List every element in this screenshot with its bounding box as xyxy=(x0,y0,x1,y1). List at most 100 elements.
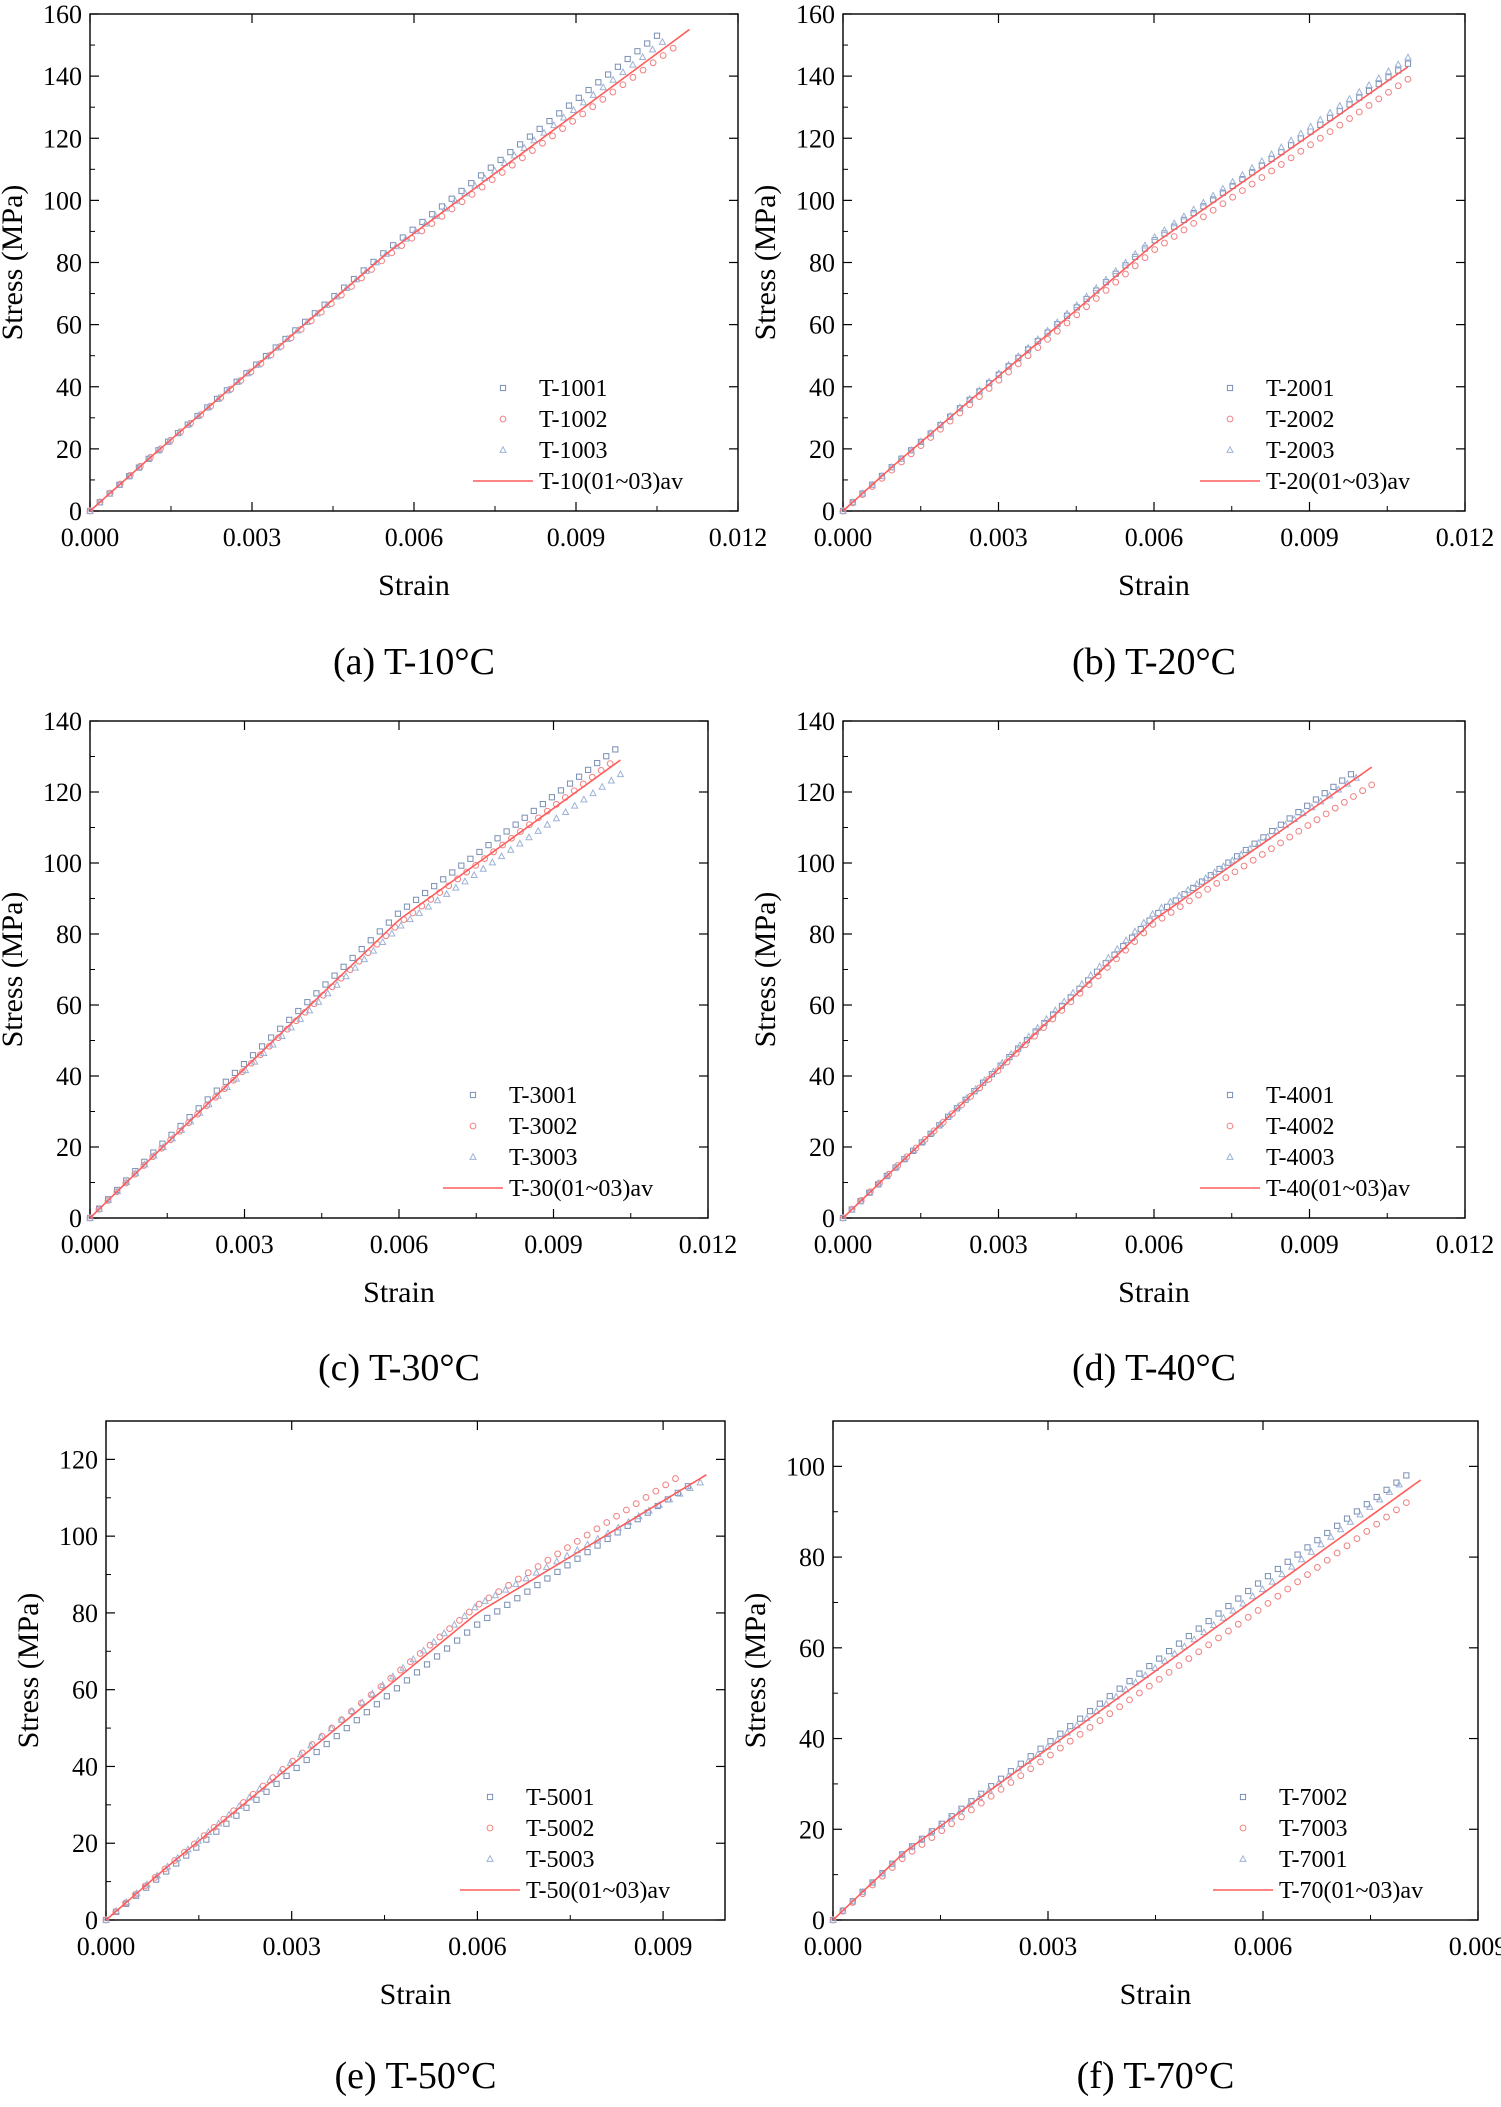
data-point-circle xyxy=(481,855,488,862)
y-tick-label: 60 xyxy=(809,991,835,1020)
legend-label: T-7002 xyxy=(1279,1785,1347,1811)
plot-frame xyxy=(105,1420,726,1921)
data-point-square xyxy=(1286,815,1293,822)
data-point-circle xyxy=(1333,1549,1341,1557)
data-point-triangle xyxy=(479,864,488,872)
data-point-triangle xyxy=(406,914,414,923)
data-point-square xyxy=(1190,884,1197,892)
data-point-circle xyxy=(1226,1122,1234,1130)
data-point-circle xyxy=(975,393,983,400)
data-point-circle xyxy=(1096,1717,1104,1724)
data-point-circle xyxy=(1066,1737,1074,1745)
data-point-triangle xyxy=(696,1478,705,1486)
data-point-triangle xyxy=(433,896,442,904)
data-point-circle xyxy=(1343,1542,1351,1550)
data-point-triangle xyxy=(399,1663,407,1671)
plot-frame xyxy=(89,13,739,512)
x-axis-title: Strain xyxy=(363,1276,435,1309)
data-point-square xyxy=(253,1796,260,1803)
data-point-circle xyxy=(524,1569,532,1577)
data-point-triangle xyxy=(1267,149,1276,158)
y-tick-label: 40 xyxy=(799,1725,825,1754)
y-tick-label: 140 xyxy=(796,62,835,91)
data-point-triangle xyxy=(1150,232,1159,241)
data-point-circle xyxy=(1014,360,1022,368)
data-point-triangle xyxy=(616,769,625,778)
legend-label: T-2002 xyxy=(1266,407,1334,433)
data-point-square xyxy=(367,937,374,944)
legend-item: T-20(01~03)av xyxy=(1200,469,1410,495)
data-point-square xyxy=(376,928,383,935)
data-point-circle xyxy=(1316,134,1324,142)
average-curve xyxy=(842,766,1373,1219)
data-point-square xyxy=(574,1555,581,1562)
data-point-circle xyxy=(486,1824,494,1832)
data-point-triangle xyxy=(599,83,608,91)
data-point-triangle xyxy=(1268,1577,1277,1585)
data-point-circle xyxy=(1076,1730,1084,1738)
average-curve xyxy=(89,28,690,512)
data-point-triangle xyxy=(1095,962,1104,970)
data-point-circle xyxy=(1323,1556,1331,1564)
y-tick-label: 40 xyxy=(809,1062,835,1091)
y-tick-label: 0 xyxy=(69,497,82,526)
data-point-square xyxy=(263,1788,270,1795)
data-point-triangle xyxy=(499,445,507,453)
data-point-circle xyxy=(1313,816,1321,824)
data-point-square xyxy=(1321,790,1328,797)
data-point-triangle xyxy=(525,833,533,841)
data-point-square xyxy=(433,1653,441,1660)
y-tick-label: 120 xyxy=(59,1445,98,1474)
data-point-circle xyxy=(997,1785,1005,1793)
data-point-triangle xyxy=(619,67,627,76)
data-point-square xyxy=(1304,802,1311,809)
data-point-square xyxy=(1057,1730,1064,1737)
average-line-series xyxy=(842,66,1409,512)
data-point-circle xyxy=(1248,180,1256,188)
data-point-square xyxy=(1226,1091,1234,1099)
data-point-circle xyxy=(1190,219,1198,227)
data-point-square xyxy=(1339,777,1346,784)
data-point-triangle xyxy=(561,807,570,815)
data-point-circle xyxy=(485,1594,493,1602)
data-point-triangle xyxy=(1157,903,1166,911)
data-point-circle xyxy=(1037,1758,1044,1766)
data-point-square xyxy=(1165,1648,1173,1655)
data-point-circle xyxy=(377,1683,385,1691)
data-point-circle xyxy=(599,95,607,103)
data-point-triangle xyxy=(589,90,598,98)
data-point-circle xyxy=(564,1544,571,1552)
data-point-square xyxy=(1239,1793,1247,1801)
plot-frame xyxy=(89,720,709,1219)
data-point-triangle xyxy=(1229,1606,1238,1614)
average-curve xyxy=(89,759,621,1219)
x-axis-title: Strain xyxy=(378,569,450,602)
data-point-circle xyxy=(1268,167,1276,175)
data-point-triangle xyxy=(510,151,519,159)
legend-label: T-5002 xyxy=(526,1816,594,1842)
data-point-square xyxy=(1330,783,1337,790)
data-point-circle xyxy=(1161,239,1168,247)
data-point-circle xyxy=(1102,286,1110,294)
data-point-triangle xyxy=(1355,87,1364,95)
data-point-triangle xyxy=(1042,1014,1051,1022)
data-point-triangle xyxy=(369,946,378,954)
data-point-circle xyxy=(593,1525,601,1533)
data-point-circle xyxy=(1204,885,1212,893)
data-point-square xyxy=(521,814,528,821)
data-point-square xyxy=(1254,1580,1262,1587)
data-point-square xyxy=(1226,384,1234,392)
data-point-triangle xyxy=(520,143,529,151)
data-point-circle xyxy=(1112,278,1120,286)
legend-item: T-10(01~03)av xyxy=(473,469,683,495)
data-point-square xyxy=(413,1669,421,1676)
data-point-circle xyxy=(632,1500,640,1508)
data-point-square xyxy=(557,787,565,794)
data-point-circle xyxy=(938,1827,946,1835)
data-point-square xyxy=(624,55,631,63)
data-point-circle xyxy=(583,1531,591,1539)
data-point-circle xyxy=(613,1512,620,1520)
data-point-triangle xyxy=(342,972,350,980)
data-point-triangle xyxy=(628,60,637,68)
data-point-square xyxy=(440,876,447,883)
